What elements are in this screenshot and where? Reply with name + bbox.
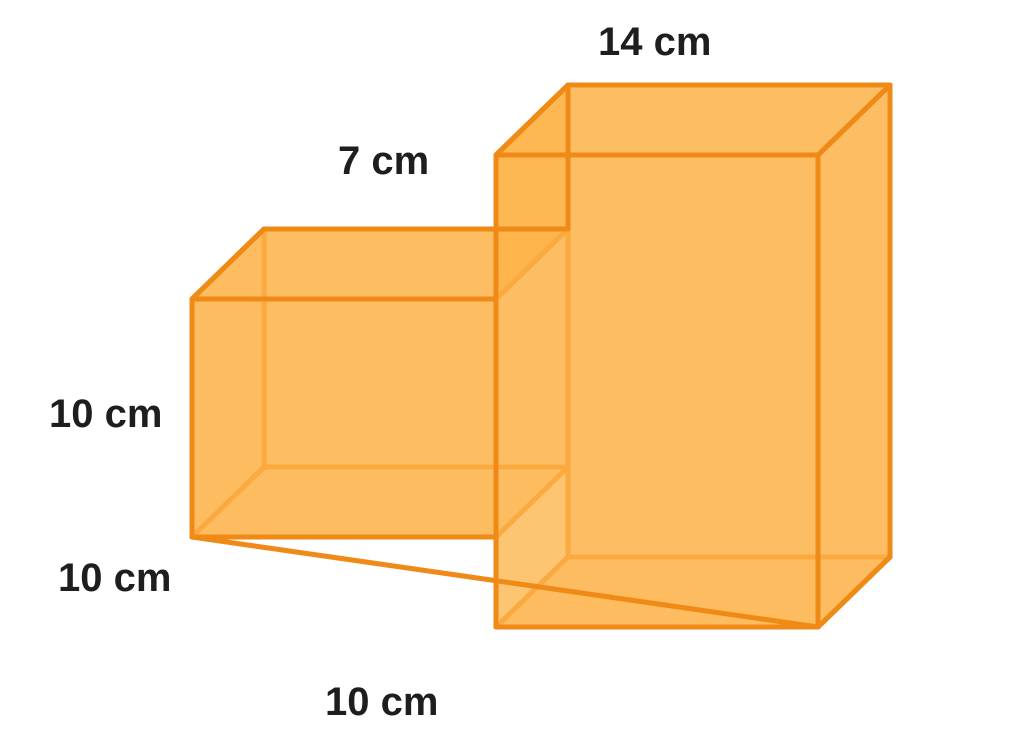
label-left-depth: 10 cm: [58, 556, 171, 601]
prism-diagram: [0, 0, 1024, 753]
label-left-height: 10 cm: [49, 392, 162, 437]
label-top-step: 7 cm: [338, 139, 429, 184]
label-top-right: 14 cm: [598, 20, 711, 65]
label-bottom-width: 10 cm: [325, 680, 438, 725]
